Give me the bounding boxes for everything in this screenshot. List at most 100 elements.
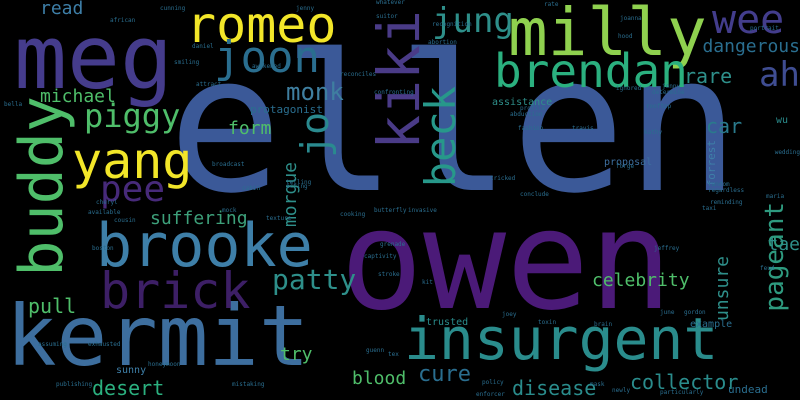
word-feud: feud [760, 265, 775, 272]
word-acting: acting [286, 183, 308, 190]
word-mock: mock [222, 207, 237, 214]
word-cabin: cabin [242, 185, 261, 192]
word-taxi: taxi [702, 205, 717, 212]
word-wedding: wedding [774, 149, 800, 156]
word-cooking: cooking [340, 211, 366, 218]
word-reconciles: reconciles [340, 71, 377, 78]
word-pull: pull [28, 294, 77, 318]
word-trusted: trusted [426, 317, 469, 328]
word-desert: desert [92, 376, 165, 400]
word-owen: owen [340, 180, 673, 341]
word-invasive: invasive [408, 207, 437, 214]
word-confronting: confronting [374, 89, 414, 96]
word-toxin: toxin [538, 319, 557, 326]
word-conclude: conclude [520, 191, 549, 198]
word-suitor: suitor [376, 13, 398, 20]
word-broadcast: broadcast [212, 161, 245, 168]
word-buddy: buddy [7, 96, 77, 277]
word-tricked: tricked [490, 175, 516, 182]
word-regardless: regardless [708, 187, 745, 194]
word-piggy: piggy [84, 97, 181, 135]
word-dangerous: dangerous [702, 36, 800, 57]
word-telling: telling [286, 179, 312, 186]
word-monk: monk [286, 78, 344, 106]
word-newly: newly [612, 387, 631, 394]
word-try: try [280, 344, 313, 365]
word-michael: michael [40, 86, 116, 107]
word-portrait: portrait [750, 25, 779, 32]
word-kermit: kermit [6, 287, 310, 385]
word-patty: patty [272, 263, 357, 296]
word-rate: rate [544, 1, 559, 8]
word-meg: meg [14, 6, 173, 109]
word-jeffrey: jeffrey [654, 245, 680, 252]
word-jenny: jenny [296, 5, 315, 12]
word-joon: joon [214, 32, 320, 83]
word-determine: determine [652, 89, 685, 96]
word-example: example [690, 319, 733, 330]
word-tex: tex [388, 351, 399, 358]
word-joey: joey [502, 311, 517, 318]
word-wee: wee [712, 0, 785, 43]
word-milly: milly [508, 0, 707, 71]
word-wu: wu [776, 115, 789, 126]
word-rare: rare [684, 64, 733, 88]
word-car: car [706, 114, 743, 138]
word-pageant: pageant [760, 202, 790, 312]
word-rooftop: rooftop [646, 103, 672, 110]
word-recognition: recognition [432, 21, 472, 28]
word-cunning: cunning [160, 5, 186, 12]
word-brain: brain [594, 321, 613, 328]
word-forge: forge [616, 163, 635, 170]
word-captivity: captivity [364, 253, 397, 260]
word-kathy: kathy [644, 129, 663, 136]
word-fashion: fashion [518, 125, 544, 132]
word-ellen: ellen [168, 14, 740, 235]
word-policy: policy [482, 379, 504, 386]
word-profile: profile [520, 105, 546, 112]
word-cure: cure [418, 362, 471, 387]
word-pee: pee [100, 169, 166, 210]
word-awakened: awakened [252, 63, 281, 70]
word-stroke: stroke [378, 271, 400, 278]
word-reminding: reminding [710, 199, 743, 206]
word-brendan: brendan [494, 44, 688, 98]
word-protagonist: protagonist [250, 103, 323, 116]
word-smiling: smiling [174, 59, 200, 66]
word-celebrity: celebrity [592, 270, 690, 291]
word-exhausted: exhausted [88, 341, 121, 348]
word-june: june [660, 309, 675, 316]
word-butterfly: butterfly [374, 207, 407, 214]
word-disease: disease [512, 376, 597, 400]
word-yang: yang [72, 132, 193, 190]
word-abduction: abduction [510, 111, 543, 118]
word-whatever: whatever [376, 0, 405, 6]
word-assuming: assuming [38, 341, 67, 348]
word-insurgent: insurgent [404, 305, 719, 373]
word-brick: brick [100, 262, 251, 320]
word-sunny: sunny [116, 365, 147, 376]
word-boston: boston [92, 245, 114, 252]
word-suffering: suffering [150, 208, 248, 229]
word-maria: maria [766, 193, 785, 200]
word-mistaking: mistaking [232, 381, 265, 388]
word-texture: texture [266, 215, 292, 222]
word-travis: travis [572, 125, 594, 132]
word-honeymoon: honeymoon [148, 361, 181, 368]
word-cheryl: cheryl [96, 199, 118, 206]
word-mask: mask [590, 381, 605, 388]
word-hood: hood [618, 33, 633, 40]
word-unsure: unsure [712, 256, 733, 322]
word-cousin: cousin [114, 217, 136, 224]
word-forrest: forrest [705, 140, 718, 187]
word-brooke: brooke [96, 211, 313, 281]
word-jung: jung [432, 1, 514, 41]
word-publishing: publishing [56, 381, 93, 388]
word-ignored: ignored [616, 85, 642, 92]
word-abortion: abortion [428, 39, 457, 46]
word-ah: ah [759, 55, 800, 95]
word-particularly: particularly [660, 389, 704, 396]
word-daniel: daniel [192, 43, 214, 50]
word-jo: jo [293, 112, 337, 158]
